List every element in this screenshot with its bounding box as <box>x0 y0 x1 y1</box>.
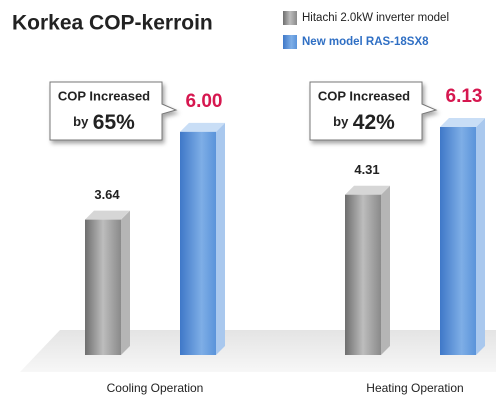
bar-top <box>345 185 390 195</box>
callout-by: by <box>73 114 89 129</box>
bar <box>440 127 476 355</box>
callout-percent: 42% <box>353 111 395 134</box>
legend-swatch <box>283 35 297 49</box>
callout-title: COP Increased <box>58 88 150 103</box>
chart-title: Korkea COP-kerroin <box>12 12 213 35</box>
callout-text: by 42% <box>333 111 395 134</box>
legend-swatch <box>283 11 297 25</box>
bar <box>345 194 381 355</box>
bar <box>85 219 121 355</box>
x-tick-label: Heating Operation <box>366 381 463 395</box>
callout-percent: 65% <box>93 111 135 134</box>
bar <box>180 131 216 355</box>
bar-top <box>85 210 130 220</box>
value-label: 6.13 <box>446 86 483 107</box>
callout-title: COP Increased <box>318 88 410 103</box>
bar-side <box>381 185 390 355</box>
bar-side <box>476 118 485 355</box>
callout-by: by <box>333 114 349 129</box>
value-label: 3.64 <box>94 187 120 202</box>
bar-side <box>121 210 130 355</box>
bar-top <box>440 118 485 127</box>
x-tick-label: Cooling Operation <box>107 381 204 395</box>
value-label: 4.31 <box>354 162 379 177</box>
legend-label: Hitachi 2.0kW inverter model <box>302 12 449 24</box>
callout-box <box>309 81 438 141</box>
value-label: 6.00 <box>186 91 223 112</box>
bar-side <box>216 122 225 355</box>
callout-box <box>49 81 178 141</box>
bar-top <box>180 122 225 132</box>
callout-text: by 65% <box>73 111 135 134</box>
legend-label: New model RAS-18SX8 <box>302 36 429 48</box>
